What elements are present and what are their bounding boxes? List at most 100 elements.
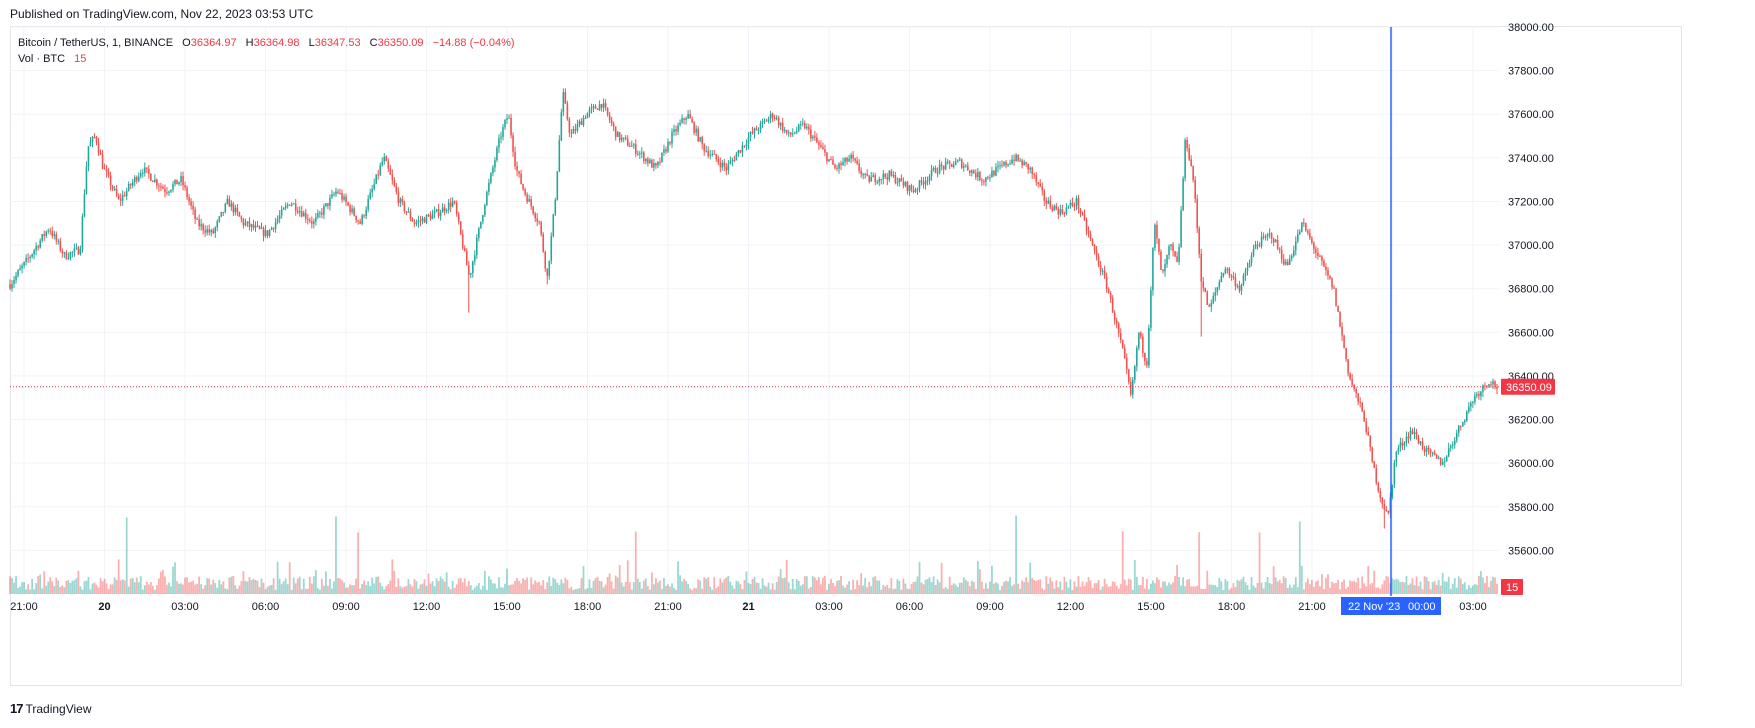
candle-body [403, 201, 406, 212]
volume-bar [1417, 586, 1420, 594]
volume-bar [1236, 579, 1239, 594]
volume-bar [970, 580, 973, 594]
x-tick-label: 18:00 [574, 601, 602, 613]
volume-bar [753, 576, 756, 594]
volume-bar [942, 588, 945, 594]
candle-body [898, 178, 901, 183]
candle-body [538, 221, 541, 223]
y-tick-label: 37600.00 [1508, 109, 1554, 121]
candle-body [725, 166, 728, 171]
volume-bar [912, 581, 915, 594]
volume-bar [188, 582, 190, 594]
candle-body [1397, 447, 1400, 452]
candle-body [1123, 348, 1126, 359]
volume-bar [695, 588, 698, 594]
candle-body [490, 173, 492, 183]
volume-bar [1103, 578, 1106, 594]
candle-body [1111, 298, 1114, 313]
volume-bar [403, 586, 406, 594]
volume-bar [876, 580, 879, 594]
volume-bar [864, 577, 867, 594]
volume-bar [304, 588, 307, 594]
candle-body [1242, 275, 1245, 285]
volume-bar [441, 578, 444, 594]
volume-bar [1443, 581, 1446, 594]
candle-body [1166, 255, 1168, 265]
candle-body [1461, 422, 1464, 427]
candle-body [1015, 154, 1017, 161]
candle-body [932, 168, 935, 170]
volume-bar [1327, 574, 1329, 594]
candle-body [234, 207, 237, 213]
volume-bar [449, 589, 452, 594]
tradingview-logo-icon: 17 [10, 701, 24, 716]
tradingview-logo[interactable]: 17 TradingView [10, 701, 92, 716]
volume-bar [743, 580, 746, 594]
volume-bar [367, 581, 370, 594]
volume-bar [1170, 584, 1172, 594]
volume-bar [119, 580, 122, 594]
volume-bar [1397, 579, 1400, 594]
volume-bar [1162, 581, 1164, 594]
candle-body [345, 196, 347, 203]
candle-body [186, 187, 188, 198]
volume-bar [361, 584, 364, 594]
y-tick-label: 36800.00 [1508, 284, 1554, 296]
volume-bar [1387, 576, 1390, 594]
candle-body [1234, 277, 1237, 287]
candle-body [987, 177, 989, 179]
volume-bar [65, 580, 68, 594]
volume-bar [339, 578, 341, 594]
candle-body [158, 185, 160, 187]
candle-body [838, 163, 840, 169]
candle-body [160, 186, 162, 188]
volume-bar [1166, 585, 1168, 594]
candle-body [969, 170, 971, 174]
volume-bar [433, 586, 436, 594]
volume-bar [1492, 576, 1494, 594]
volume-bar [423, 579, 426, 594]
candle-body [99, 152, 102, 155]
y-tick-label: 36600.00 [1508, 327, 1554, 339]
candle-body [832, 159, 834, 165]
candle-body [256, 225, 259, 227]
volume-bar [1079, 586, 1082, 594]
candle-body [1029, 167, 1031, 170]
volume-bar [421, 583, 424, 594]
candle-body [373, 183, 376, 189]
candle-body [649, 159, 651, 164]
volume-bar [546, 582, 549, 594]
volume-bar [1435, 584, 1438, 594]
volume-bar [576, 588, 579, 594]
volume-bar [745, 571, 748, 594]
candle-body [77, 247, 80, 255]
candle-body [198, 219, 200, 227]
volume-bar [1069, 579, 1072, 594]
volume-bar [755, 582, 758, 594]
volume-bar [496, 588, 498, 594]
volume-bar [552, 577, 555, 594]
volume-bar [264, 589, 267, 594]
volume-bar [17, 587, 19, 594]
candle-body [433, 211, 436, 214]
candle-body [89, 142, 92, 147]
volume-bar [200, 584, 203, 594]
candle-body [1496, 386, 1498, 389]
volume-bar [280, 584, 283, 594]
candle-body [632, 144, 635, 146]
candle-body [554, 199, 557, 215]
volume-bar [628, 582, 631, 594]
volume-bar [387, 583, 390, 594]
candle-body [836, 167, 838, 169]
volume-bar [1260, 582, 1263, 594]
volume-bar [995, 582, 997, 594]
volume-bar [99, 578, 102, 594]
candle-body [1152, 248, 1154, 291]
x-tick-label: 03:00 [1459, 601, 1487, 613]
candle-body [1299, 231, 1301, 235]
volume-bar [1143, 588, 1146, 594]
candle-body [749, 132, 752, 138]
x-tick-label: 15:00 [1137, 601, 1165, 613]
candle-body [355, 215, 357, 221]
